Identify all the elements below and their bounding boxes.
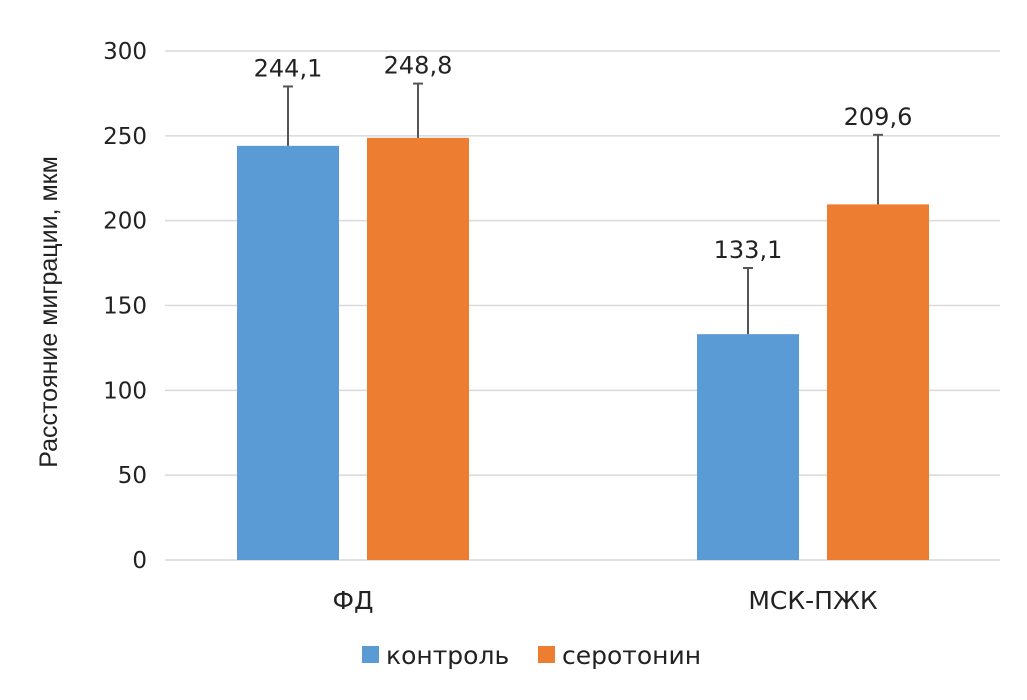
legend: контроль серотонин bbox=[362, 641, 701, 670]
data-label: 209,6 bbox=[844, 103, 913, 131]
x-axis-categories: ФД МСК-ПЖК bbox=[332, 586, 877, 615]
legend-label: контроль bbox=[386, 641, 509, 670]
bar-control bbox=[697, 334, 799, 560]
bar-serotonin bbox=[827, 204, 929, 560]
legend-label: серотонин bbox=[562, 641, 701, 670]
data-label: 244,1 bbox=[254, 54, 323, 82]
y-axis-title: Расстояние миграции, мкм bbox=[35, 156, 63, 468]
bar-control bbox=[237, 145, 339, 560]
y-tick-label: 150 bbox=[103, 294, 147, 320]
data-label: 133,1 bbox=[714, 236, 783, 264]
y-tick-label: 50 bbox=[118, 463, 147, 489]
y-tick-label: 300 bbox=[103, 39, 147, 65]
x-category-label: МСК-ПЖК bbox=[748, 586, 878, 615]
legend-swatch bbox=[362, 646, 379, 663]
y-tick-label: 250 bbox=[103, 124, 147, 150]
legend-swatch bbox=[538, 646, 555, 663]
data-labels: 244,1 248,8 133,1 209,6 bbox=[254, 52, 913, 264]
error-bars bbox=[283, 82, 883, 335]
x-category-label: ФД bbox=[332, 586, 373, 615]
y-tick-label: 0 bbox=[132, 548, 147, 574]
y-tick-label: 100 bbox=[103, 378, 147, 404]
y-axis-ticks: 0 50 100 150 200 250 300 bbox=[103, 39, 147, 574]
data-label: 248,8 bbox=[384, 52, 453, 80]
y-tick-label: 200 bbox=[103, 209, 147, 235]
bars bbox=[237, 137, 929, 561]
bar-serotonin bbox=[367, 137, 469, 561]
